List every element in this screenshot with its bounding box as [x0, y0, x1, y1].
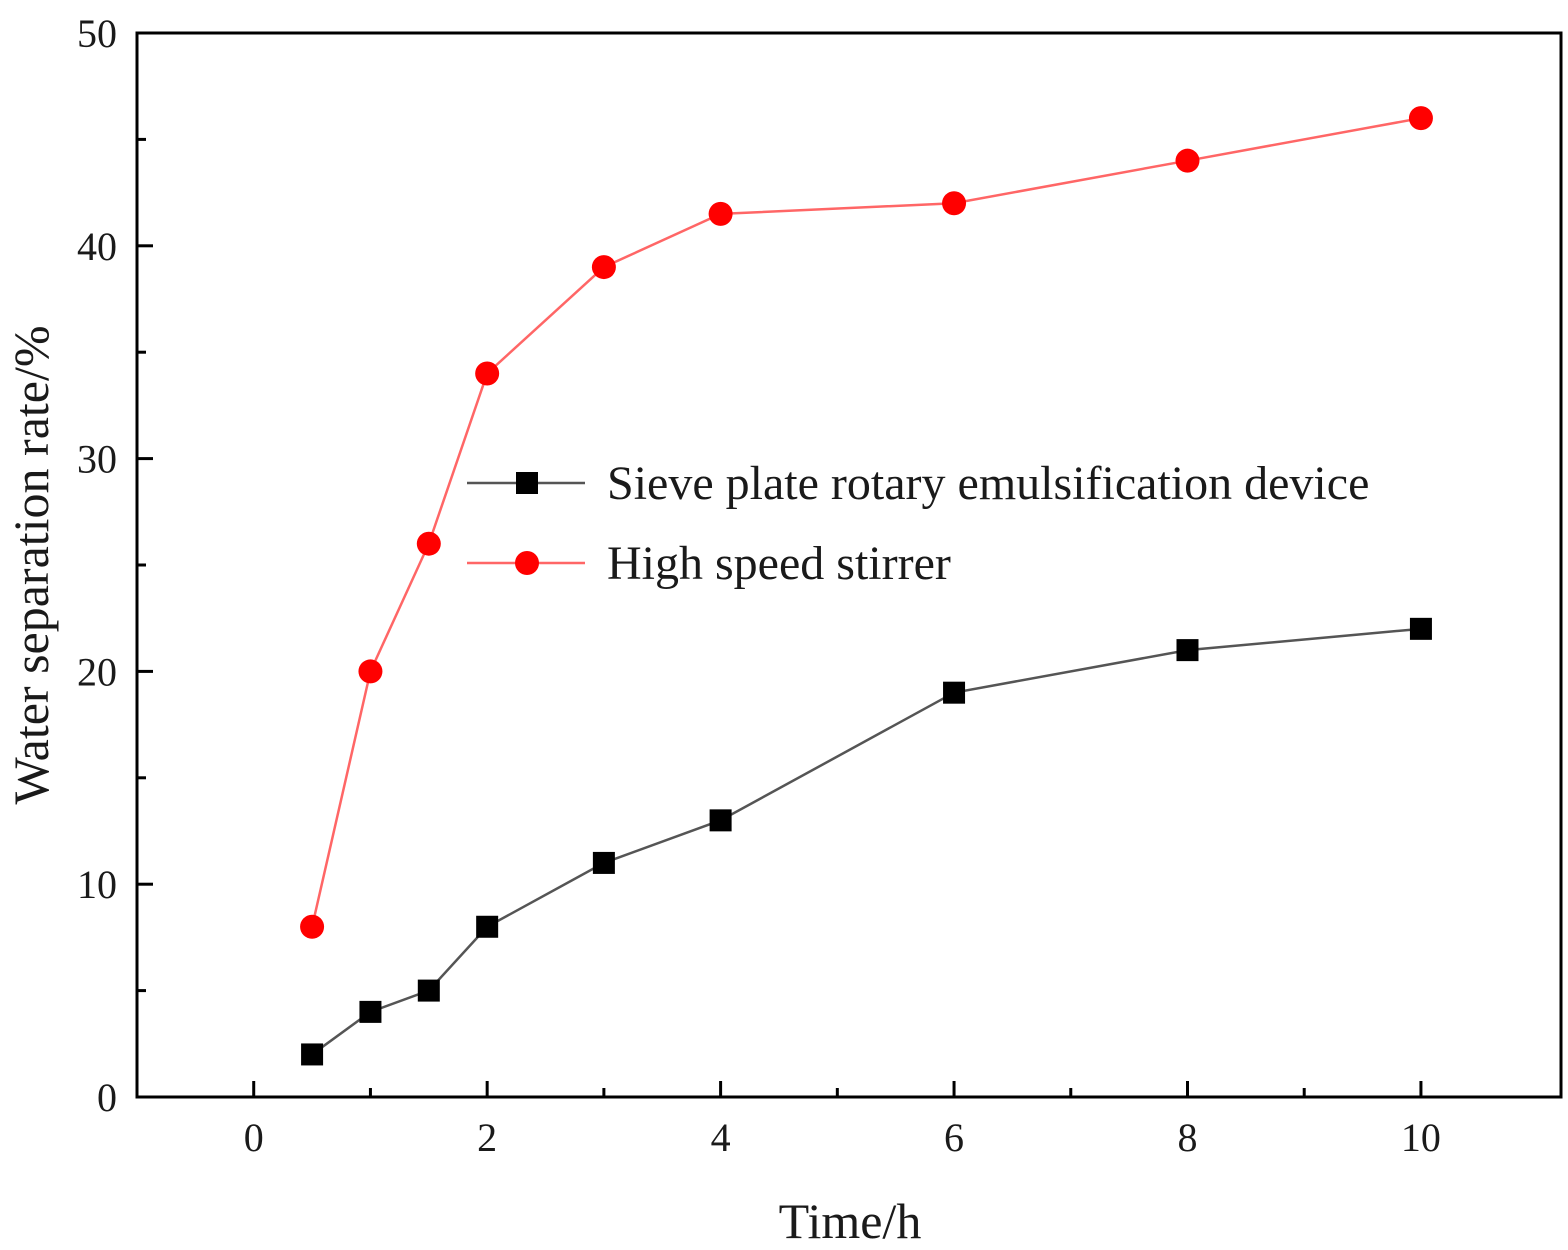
- data-point-circle: [942, 191, 967, 216]
- data-point-square: [359, 1000, 382, 1023]
- y-axis-title: Water separation rate/%: [3, 325, 59, 804]
- x-tick-label: 8: [1177, 1115, 1197, 1160]
- y-tick-label: 0: [97, 1075, 117, 1120]
- data-point-circle: [591, 255, 616, 280]
- x-tick-label: 2: [477, 1115, 497, 1160]
- data-point-square: [592, 851, 615, 874]
- x-tick-label: 6: [944, 1115, 964, 1160]
- x-tick-label: 10: [1401, 1115, 1441, 1160]
- x-axis-title: Time/h: [779, 1193, 922, 1249]
- x-tick-label: 0: [244, 1115, 264, 1160]
- x-tick-label: 4: [711, 1115, 731, 1160]
- data-point-square: [1409, 617, 1432, 640]
- data-point-square: [1176, 639, 1199, 662]
- data-point-circle: [708, 201, 733, 226]
- legend-marker-square: [516, 472, 538, 494]
- y-tick-label: 20: [77, 649, 117, 694]
- y-tick-label: 40: [77, 224, 117, 269]
- data-point-square: [417, 979, 440, 1002]
- legend-label-1: High speed stirrer: [607, 537, 951, 590]
- data-point-circle: [1408, 106, 1433, 131]
- series-layer: [300, 106, 1433, 1066]
- data-point-square: [709, 809, 732, 832]
- data-point-square: [476, 915, 499, 938]
- data-point-square: [943, 681, 966, 704]
- series-line-0: [311, 627, 1422, 1056]
- x-axis-ticks: 0 2 4 6 8 10: [244, 1081, 1441, 1160]
- data-point-circle: [300, 914, 325, 939]
- data-point-circle: [475, 361, 500, 386]
- legend-marker-circle: [515, 551, 539, 575]
- data-point-square: [301, 1043, 324, 1066]
- legend: Sieve plate rotary emulsification device…: [467, 457, 1369, 590]
- data-point-circle: [1175, 148, 1200, 173]
- y-axis-ticks: 0 10 20 30 40 50: [77, 11, 153, 1120]
- y-tick-label: 50: [77, 11, 117, 56]
- y-tick-label: 10: [77, 862, 117, 907]
- data-point-circle: [416, 531, 441, 556]
- data-point-circle: [358, 659, 383, 684]
- legend-label-0: Sieve plate rotary emulsification device: [607, 457, 1369, 510]
- y-tick-label: 30: [77, 437, 117, 482]
- series-line-1: [310, 116, 1422, 928]
